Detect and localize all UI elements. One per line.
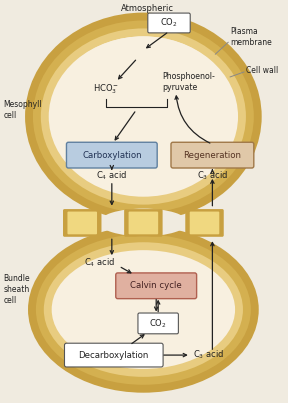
Ellipse shape (49, 36, 238, 197)
Text: Regeneration: Regeneration (183, 151, 241, 160)
FancyBboxPatch shape (63, 209, 101, 237)
Text: CO$_2$: CO$_2$ (160, 17, 178, 29)
Ellipse shape (28, 226, 259, 393)
Ellipse shape (99, 209, 188, 236)
FancyBboxPatch shape (185, 209, 224, 237)
Text: Calvin cycle: Calvin cycle (130, 281, 182, 290)
FancyBboxPatch shape (65, 343, 163, 367)
Ellipse shape (41, 29, 246, 205)
Ellipse shape (52, 250, 235, 369)
Text: HCO$_3^-$: HCO$_3^-$ (93, 82, 119, 96)
Text: C$_3$ acid: C$_3$ acid (193, 349, 224, 361)
Ellipse shape (55, 255, 232, 368)
Text: CO$_2$: CO$_2$ (149, 317, 167, 330)
FancyBboxPatch shape (190, 212, 219, 234)
Text: Plasma
membrane: Plasma membrane (230, 27, 272, 48)
FancyBboxPatch shape (148, 13, 190, 33)
Text: Cell wall: Cell wall (246, 66, 278, 75)
Ellipse shape (197, 212, 256, 233)
FancyBboxPatch shape (124, 209, 163, 237)
Ellipse shape (36, 234, 251, 385)
Ellipse shape (25, 12, 262, 220)
Ellipse shape (31, 212, 90, 233)
Ellipse shape (33, 21, 254, 212)
FancyBboxPatch shape (128, 212, 158, 234)
Text: C$_3$ acid: C$_3$ acid (197, 170, 228, 182)
Ellipse shape (44, 242, 243, 377)
Text: Mesophyll
cell: Mesophyll cell (3, 100, 42, 120)
Text: Phosphoenol-
pyruvate: Phosphoenol- pyruvate (162, 72, 215, 92)
FancyBboxPatch shape (67, 142, 157, 168)
Text: C$_4$ acid: C$_4$ acid (96, 170, 128, 182)
Text: Carboxylation: Carboxylation (82, 151, 142, 160)
Text: C$_4$ acid: C$_4$ acid (84, 257, 115, 269)
Text: Atmospheric: Atmospheric (121, 4, 174, 12)
Ellipse shape (52, 36, 235, 191)
FancyBboxPatch shape (138, 313, 178, 334)
Text: Decarboxylation: Decarboxylation (79, 351, 149, 359)
FancyBboxPatch shape (171, 142, 254, 168)
FancyBboxPatch shape (67, 212, 97, 234)
Text: Bundle
sheath
cell: Bundle sheath cell (3, 274, 30, 305)
FancyBboxPatch shape (116, 273, 197, 299)
